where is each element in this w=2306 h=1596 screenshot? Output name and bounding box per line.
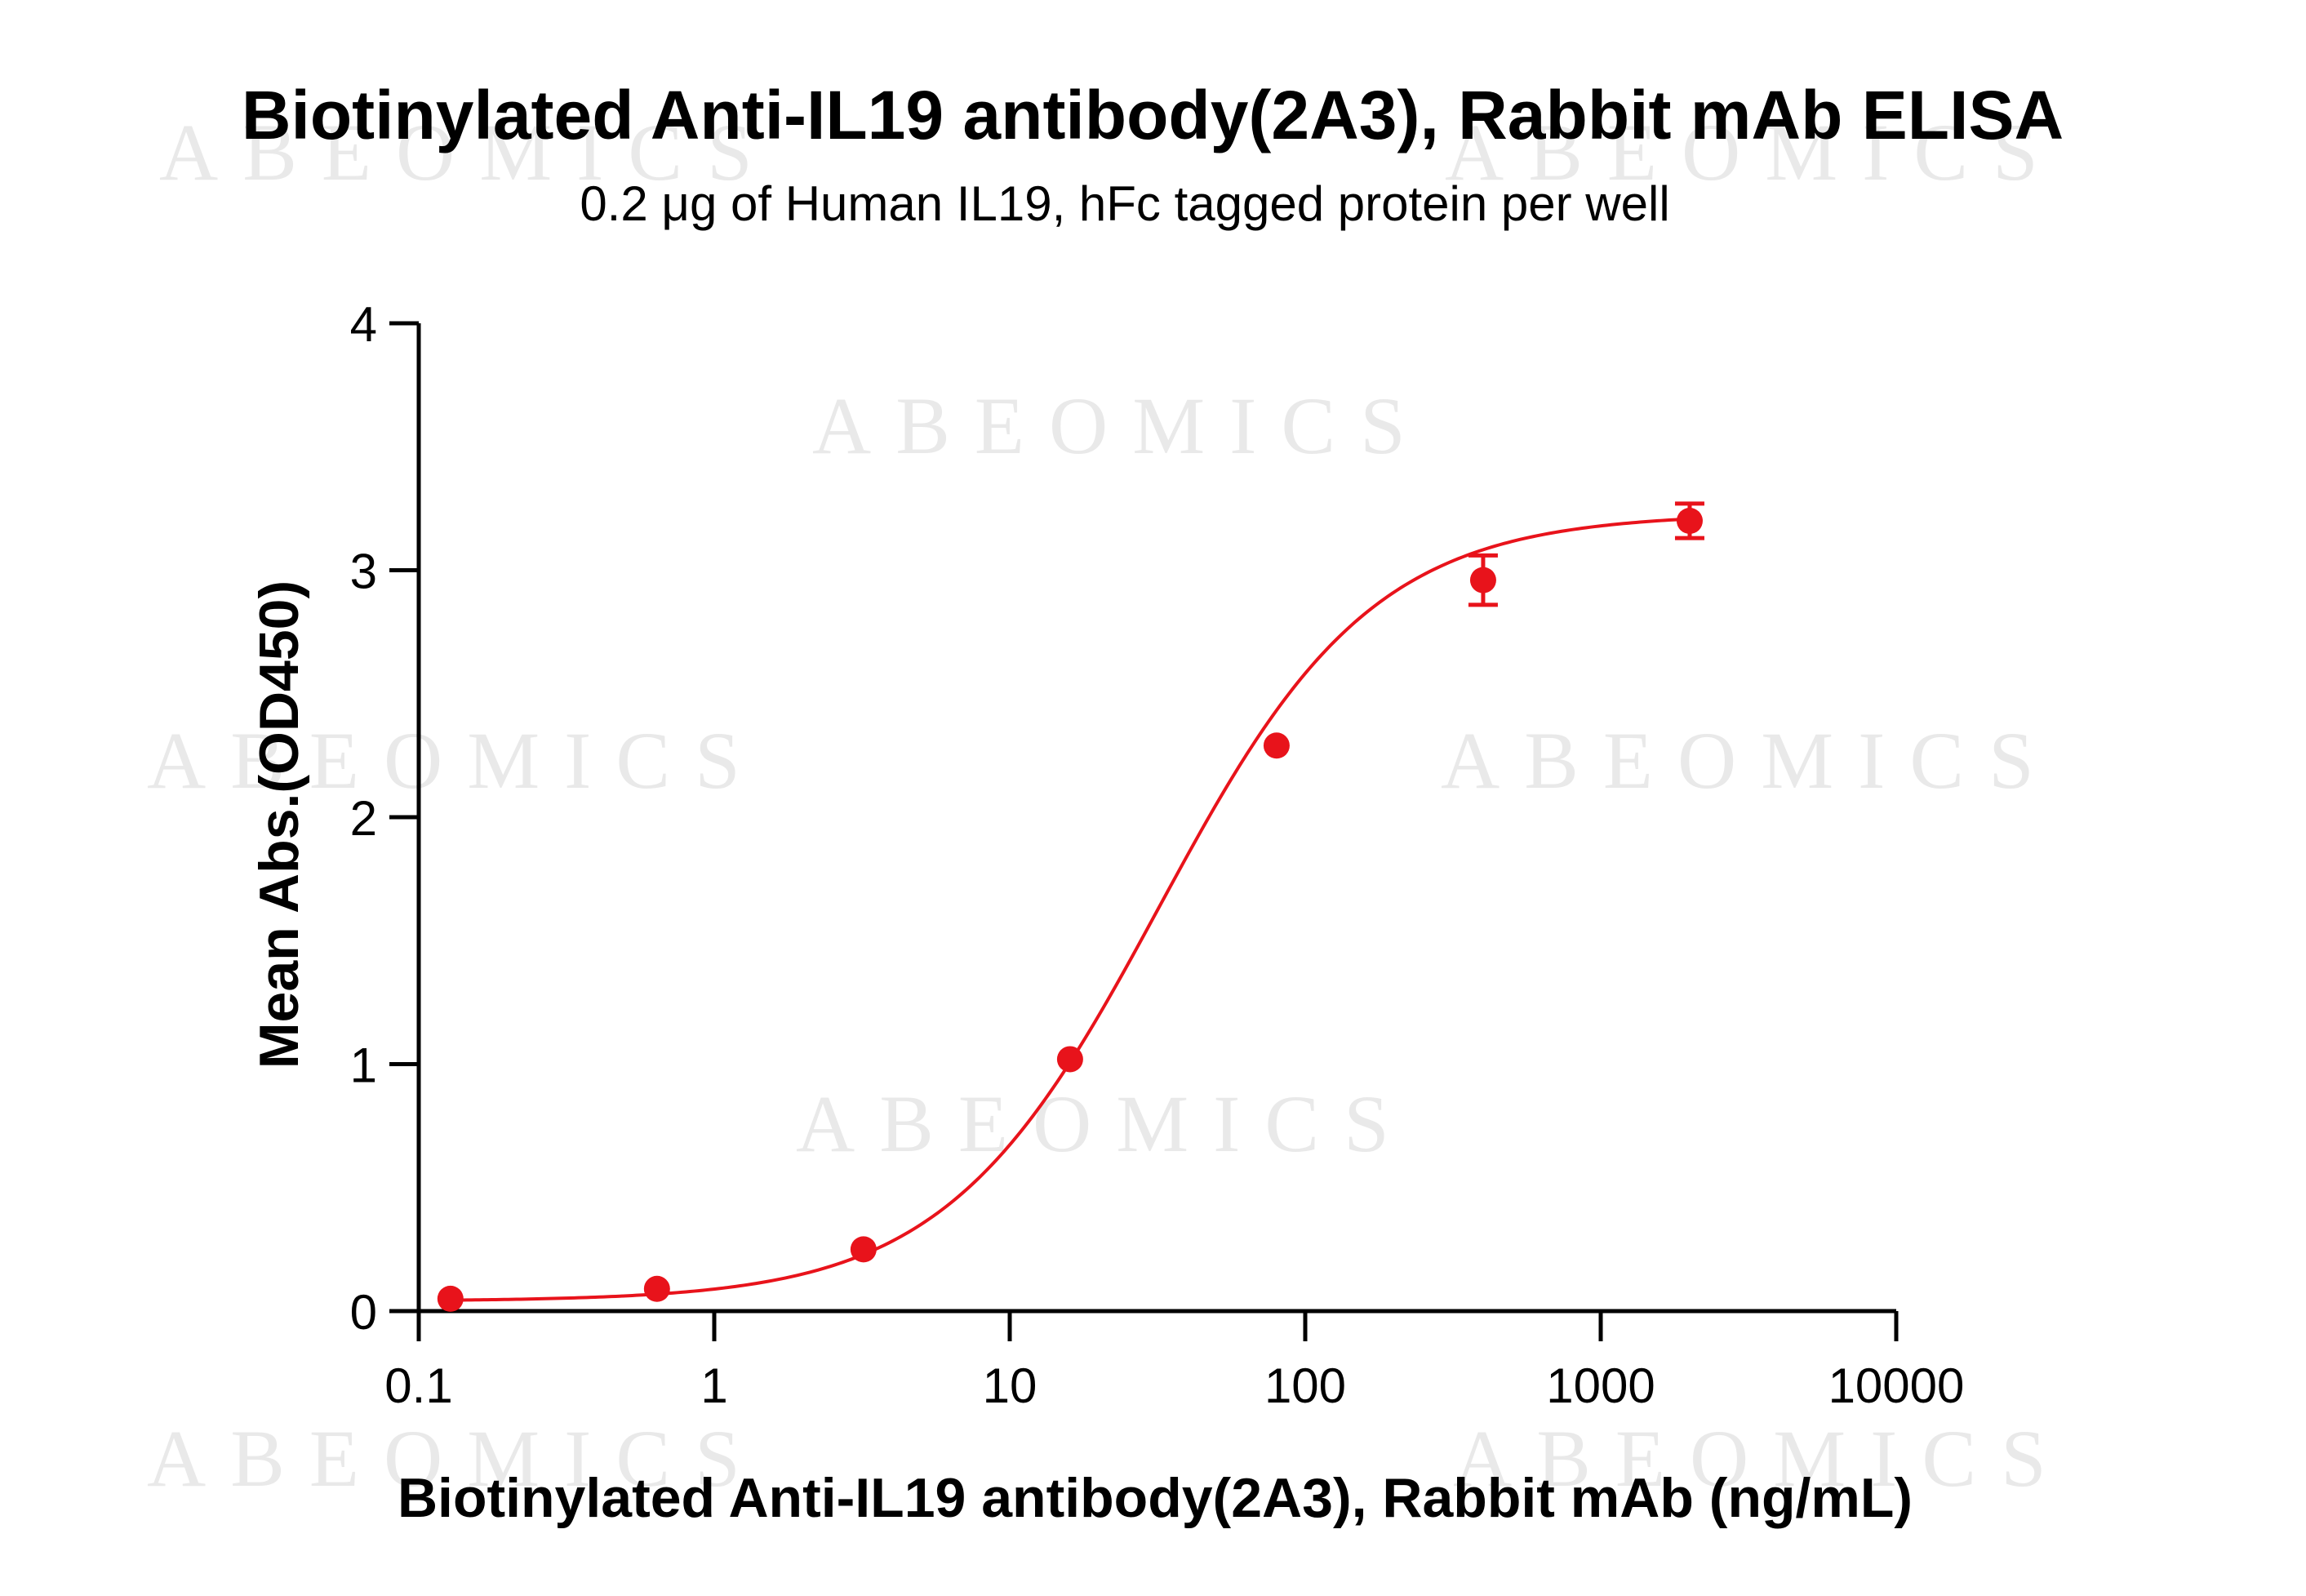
y-tick-label: 3 — [350, 545, 377, 599]
data-point — [1469, 567, 1496, 593]
data-point — [643, 1275, 670, 1302]
data-point — [850, 1236, 877, 1263]
x-axis-label: Biotinylated Anti-IL19 antibody(2A3), Ra… — [398, 1467, 1913, 1529]
x-tick-label: 10000 — [1828, 1358, 1965, 1413]
watermark: ABEOMICS — [1441, 715, 2059, 806]
y-tick-label: 0 — [350, 1285, 377, 1340]
watermarks: ABEOMICS ABEOMICS ABEOMICS ABEOMICS ABEO… — [147, 107, 2071, 1504]
data-point — [1056, 1046, 1083, 1073]
watermark: ABEOMICS — [159, 107, 777, 198]
data-point — [1676, 508, 1703, 534]
watermark: ABEOMICS — [147, 1413, 765, 1504]
chart-title: Biotinylated Anti-IL19 antibody(2A3), Ra… — [242, 77, 2064, 153]
x-ticks: 0.1 1 10 100 1000 10000 — [384, 1311, 1964, 1413]
x-tick-label: 1 — [700, 1358, 727, 1413]
y-axis-label: Mean Abs.(OD450) — [248, 580, 310, 1069]
y-ticks: 0 1 2 3 4 — [350, 297, 419, 1340]
watermark: ABEOMICS — [147, 715, 765, 806]
watermark: ABEOMICS — [1445, 107, 2063, 198]
y-tick-label: 2 — [350, 791, 377, 846]
fit-curve — [450, 517, 1691, 1302]
plot-area — [437, 501, 1704, 1312]
chart-subtitle: 0.2 μg of Human IL19, hFc tagged protein… — [580, 176, 1669, 231]
data-point — [437, 1285, 464, 1312]
watermark: ABEOMICS — [1453, 1413, 2071, 1504]
x-tick-label: 10 — [983, 1358, 1037, 1413]
y-tick-label: 4 — [350, 297, 377, 352]
axes: 0 1 2 3 4 0.1 1 10 100 1000 10000 — [350, 297, 1965, 1413]
data-point — [1263, 732, 1290, 759]
watermark: ABEOMICS — [796, 1078, 1414, 1169]
x-tick-label: 0.1 — [384, 1358, 452, 1413]
x-tick-label: 1000 — [1546, 1358, 1655, 1413]
watermark: ABEOMICS — [812, 380, 1430, 471]
y-tick-label: 1 — [350, 1038, 377, 1093]
x-tick-label: 100 — [1264, 1358, 1346, 1413]
